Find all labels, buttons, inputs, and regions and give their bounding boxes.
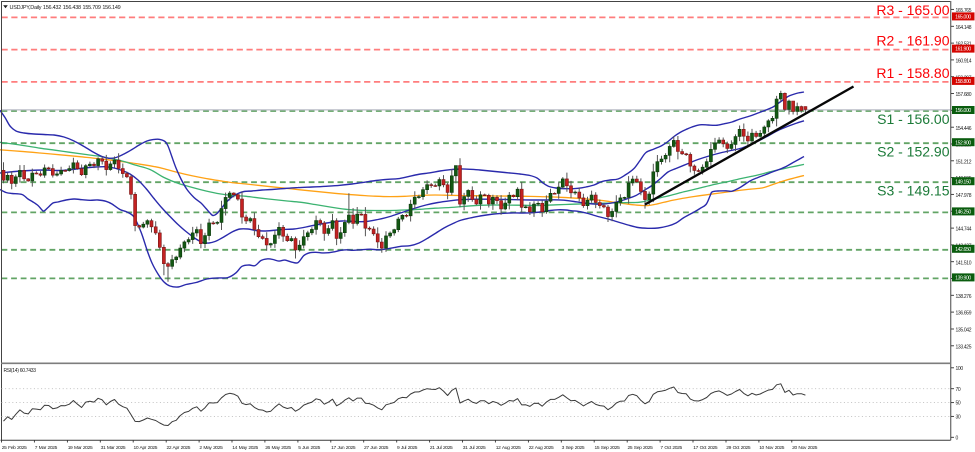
svg-text:158.800: 158.800 <box>955 79 971 85</box>
svg-text:29 Oct 2025: 29 Oct 2025 <box>726 445 751 451</box>
svg-text:7 Oct 2025: 7 Oct 2025 <box>660 445 682 451</box>
svg-text:133.425: 133.425 <box>956 344 972 350</box>
svg-text:156.000: 156.000 <box>955 108 971 114</box>
svg-text:2 May 2025: 2 May 2025 <box>199 445 223 451</box>
svg-text:100: 100 <box>956 366 964 372</box>
svg-text:22 Apr 2025: 22 Apr 2025 <box>167 445 191 451</box>
svg-text:152.900: 152.900 <box>955 140 971 146</box>
svg-text:14 May 2025: 14 May 2025 <box>232 445 258 451</box>
svg-text:165.765: 165.765 <box>956 8 972 14</box>
svg-text:19 Mar 2025: 19 Mar 2025 <box>68 445 93 451</box>
svg-text:17 Jun 2025: 17 Jun 2025 <box>331 445 356 451</box>
svg-text:139.900: 139.900 <box>955 276 971 282</box>
svg-text:154.446: 154.446 <box>956 126 972 132</box>
svg-text:R1 - 158.80: R1 - 158.80 <box>876 65 949 81</box>
svg-text:31 Jul 2025: 31 Jul 2025 <box>463 445 486 451</box>
svg-text:136.659: 136.659 <box>956 311 972 317</box>
svg-text:12 Aug 2025: 12 Aug 2025 <box>496 445 521 451</box>
svg-text:70: 70 <box>956 387 961 393</box>
svg-text:157.680: 157.680 <box>956 92 972 98</box>
svg-text:RSI(14) 60.7433: RSI(14) 60.7433 <box>4 368 37 374</box>
svg-text:135.042: 135.042 <box>956 328 972 334</box>
svg-text:5 Jun 2025: 5 Jun 2025 <box>298 445 320 451</box>
svg-text:30: 30 <box>956 415 961 421</box>
svg-text:149.150: 149.150 <box>955 179 971 185</box>
svg-text:21 Jul 2025: 21 Jul 2025 <box>430 445 453 451</box>
svg-text:164.148: 164.148 <box>956 25 972 31</box>
svg-text:31 Mar 2025: 31 Mar 2025 <box>101 445 126 451</box>
svg-text:25 Feb 2025: 25 Feb 2025 <box>2 445 27 451</box>
svg-text:7 Mar 2025: 7 Mar 2025 <box>35 445 58 451</box>
svg-text:144.744: 144.744 <box>956 227 972 233</box>
svg-text:151.212: 151.212 <box>956 159 972 165</box>
svg-text:138.276: 138.276 <box>956 294 972 300</box>
svg-text:9 Jul 2025: 9 Jul 2025 <box>397 445 418 451</box>
svg-text:17 Oct 2025: 17 Oct 2025 <box>693 445 718 451</box>
svg-text:10 Apr 2025: 10 Apr 2025 <box>134 445 158 451</box>
svg-text:0: 0 <box>956 435 959 441</box>
svg-text:27 Jun 2025: 27 Jun 2025 <box>364 445 389 451</box>
svg-text:S1 - 156.00: S1 - 156.00 <box>877 111 950 127</box>
svg-text:USDJPY,Daily 156.432 156.438: USDJPY,Daily 156.432 156.438 155.709 156… <box>10 5 121 11</box>
svg-text:141.510: 141.510 <box>956 260 972 266</box>
svg-text:161.900: 161.900 <box>955 47 971 53</box>
svg-text:S3 - 149.15: S3 - 149.15 <box>877 182 950 198</box>
svg-text:142.650: 142.650 <box>955 247 971 253</box>
svg-text:3 Sep 2025: 3 Sep 2025 <box>562 445 585 451</box>
svg-text:25 Sep 2025: 25 Sep 2025 <box>628 445 654 451</box>
svg-text:R2 - 161.90: R2 - 161.90 <box>876 33 949 49</box>
svg-text:20 Nov 2025: 20 Nov 2025 <box>792 445 818 451</box>
svg-text:R3 - 165.00: R3 - 165.00 <box>876 2 949 18</box>
svg-text:160.914: 160.914 <box>956 59 972 65</box>
svg-text:165.000: 165.000 <box>955 15 971 21</box>
svg-text:10 Nov 2025: 10 Nov 2025 <box>759 445 785 451</box>
svg-text:22 Aug 2025: 22 Aug 2025 <box>529 445 554 451</box>
svg-text:50: 50 <box>956 401 961 407</box>
svg-text:15 Sep 2025: 15 Sep 2025 <box>595 445 621 451</box>
svg-text:146.250: 146.250 <box>955 210 971 216</box>
svg-text:S2 - 152.90: S2 - 152.90 <box>877 143 950 159</box>
svg-text:26 May 2025: 26 May 2025 <box>265 445 291 451</box>
svg-text:147.978: 147.978 <box>956 193 972 199</box>
